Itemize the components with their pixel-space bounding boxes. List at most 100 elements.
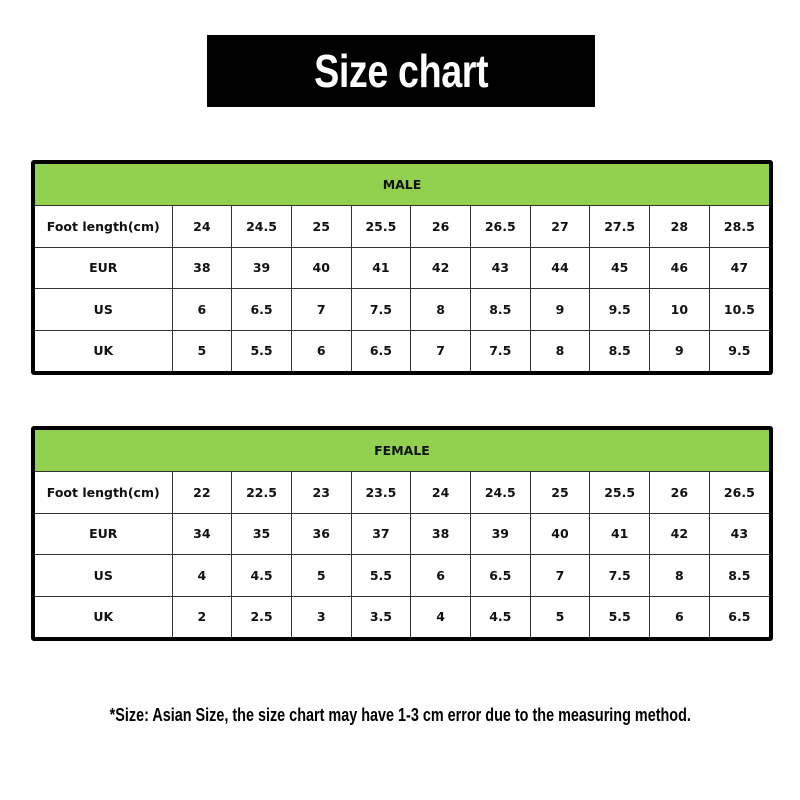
table-cell: 8.5 <box>708 554 769 597</box>
table-cell: 6 <box>171 288 233 331</box>
table-cell: 5.5 <box>350 554 412 597</box>
size-table: FEMALE Foot length(cm) 22 22.5 23 23.5 24 24.5 2… <box>35 430 769 637</box>
table-cell: 26.5 <box>469 205 531 248</box>
table-cell: 34 <box>171 512 233 555</box>
table-cell: 39 <box>231 246 292 289</box>
table-cell: 27 <box>529 205 591 248</box>
table-heading: MALE <box>35 164 769 206</box>
table-cell: 38 <box>410 512 471 555</box>
table-cell: 6 <box>290 329 352 371</box>
table-cell: 6.5 <box>708 595 769 637</box>
table-cell: 4 <box>410 595 471 637</box>
table-cell: 28.5 <box>708 205 769 248</box>
table-cell: 37 <box>350 512 412 555</box>
table-cell: 10 <box>649 288 710 331</box>
table-cell: 8.5 <box>469 288 531 331</box>
table-row: Foot length(cm) 24 24.5 25 25.5 26 26.5 27 27.5 2… <box>35 205 769 248</box>
table-cell: 9.5 <box>589 288 650 331</box>
table-cell: 40 <box>290 246 352 289</box>
table-cell: 40 <box>529 512 591 555</box>
table-cell: 7 <box>529 554 591 597</box>
table-cell: 6.5 <box>350 329 412 371</box>
table-cell: 25.5 <box>350 205 412 248</box>
table-cell: 6 <box>410 554 471 597</box>
table-row: US 4 4.5 5 5.5 6 6.5 7 7.5 8 8.5 <box>35 554 769 597</box>
table-cell: 24.5 <box>231 205 292 248</box>
table-cell: 25.5 <box>589 471 650 514</box>
table-cell: 27.5 <box>589 205 650 248</box>
table-cell: 9 <box>529 288 591 331</box>
table-cell: 5 <box>529 595 591 637</box>
table-cell: 10.5 <box>708 288 769 331</box>
table-cell: 7 <box>290 288 352 331</box>
table-cell: 25 <box>529 471 591 514</box>
table-cell: 28 <box>649 205 710 248</box>
row-label: US <box>35 554 173 597</box>
title-banner: Size chart <box>207 35 595 107</box>
table-cell: 26 <box>649 471 710 514</box>
table-cell: 39 <box>469 512 531 555</box>
row-label: EUR <box>35 246 173 289</box>
table-cell: 4.5 <box>231 554 292 597</box>
table-row: EUR 34 35 36 37 38 39 40 41 42 43 <box>35 512 769 555</box>
row-label: Foot length(cm) <box>35 471 173 514</box>
table-cell: 23.5 <box>350 471 412 514</box>
table-cell: 9.5 <box>708 329 769 371</box>
table-cell: 22 <box>171 471 233 514</box>
footnote-text: *Size: Asian Size, the size chart may ha… <box>109 705 691 725</box>
table-cell: 24.5 <box>469 471 531 514</box>
page-title: Size chart <box>313 45 489 97</box>
table-cell: 41 <box>589 512 650 555</box>
row-label: UK <box>35 595 173 637</box>
table-cell: 7 <box>410 329 471 371</box>
row-label: US <box>35 288 173 331</box>
table-cell: 44 <box>529 246 591 289</box>
table-cell: 45 <box>589 246 650 289</box>
table-cell: 5.5 <box>231 329 292 371</box>
table-cell: 8 <box>649 554 710 597</box>
table-cell: 24 <box>410 471 471 514</box>
table-row: US 6 6.5 7 7.5 8 8.5 9 9.5 10 10.5 <box>35 288 769 331</box>
table-cell: 3.5 <box>350 595 412 637</box>
table-cell: 23 <box>290 471 352 514</box>
table-cell: 35 <box>231 512 292 555</box>
table-cell: 7.5 <box>589 554 650 597</box>
row-label: EUR <box>35 512 173 555</box>
table-row: UK 2 2.5 3 3.5 4 4.5 5 5.5 6 6.5 <box>35 595 769 637</box>
table-cell: 4.5 <box>469 595 531 637</box>
table-row: Foot length(cm) 22 22.5 23 23.5 24 24.5 25 25.5 2… <box>35 471 769 514</box>
table-cell: 46 <box>649 246 710 289</box>
table-cell: 8.5 <box>589 329 650 371</box>
table-cell: 2.5 <box>231 595 292 637</box>
table-cell: 6.5 <box>469 554 531 597</box>
table-cell: 38 <box>171 246 233 289</box>
table-cell: 42 <box>410 246 471 289</box>
table-cell: 3 <box>290 595 352 637</box>
footnote: *Size: Asian Size, the size chart may ha… <box>0 705 800 726</box>
table-cell: 42 <box>649 512 710 555</box>
table-cell: 8 <box>410 288 471 331</box>
size-table: MALE Foot length(cm) 24 24.5 25 25.5 26 26.5 27 2… <box>35 164 769 371</box>
male-size-table: MALE Foot length(cm) 24 24.5 25 25.5 26 26.5 27 2… <box>31 160 773 375</box>
table-cell: 9 <box>649 329 710 371</box>
table-cell: 36 <box>290 512 352 555</box>
table-cell: 41 <box>350 246 412 289</box>
row-label: Foot length(cm) <box>35 205 173 248</box>
table-row: UK 5 5.5 6 6.5 7 7.5 8 8.5 9 9.5 <box>35 329 769 371</box>
table-cell: 7.5 <box>469 329 531 371</box>
table-cell: 5.5 <box>589 595 650 637</box>
table-row: EUR 38 39 40 41 42 43 44 45 46 47 <box>35 246 769 289</box>
row-label: UK <box>35 329 173 371</box>
table-cell: 43 <box>708 512 769 555</box>
table-cell: 6.5 <box>231 288 292 331</box>
table-cell: 25 <box>290 205 352 248</box>
table-cell: 26 <box>410 205 471 248</box>
table-cell: 2 <box>171 595 233 637</box>
table-cell: 5 <box>290 554 352 597</box>
table-cell: 43 <box>469 246 531 289</box>
table-cell: 26.5 <box>708 471 769 514</box>
table-heading: FEMALE <box>35 430 769 472</box>
table-cell: 24 <box>171 205 233 248</box>
table-cell: 4 <box>171 554 233 597</box>
table-cell: 22.5 <box>231 471 292 514</box>
